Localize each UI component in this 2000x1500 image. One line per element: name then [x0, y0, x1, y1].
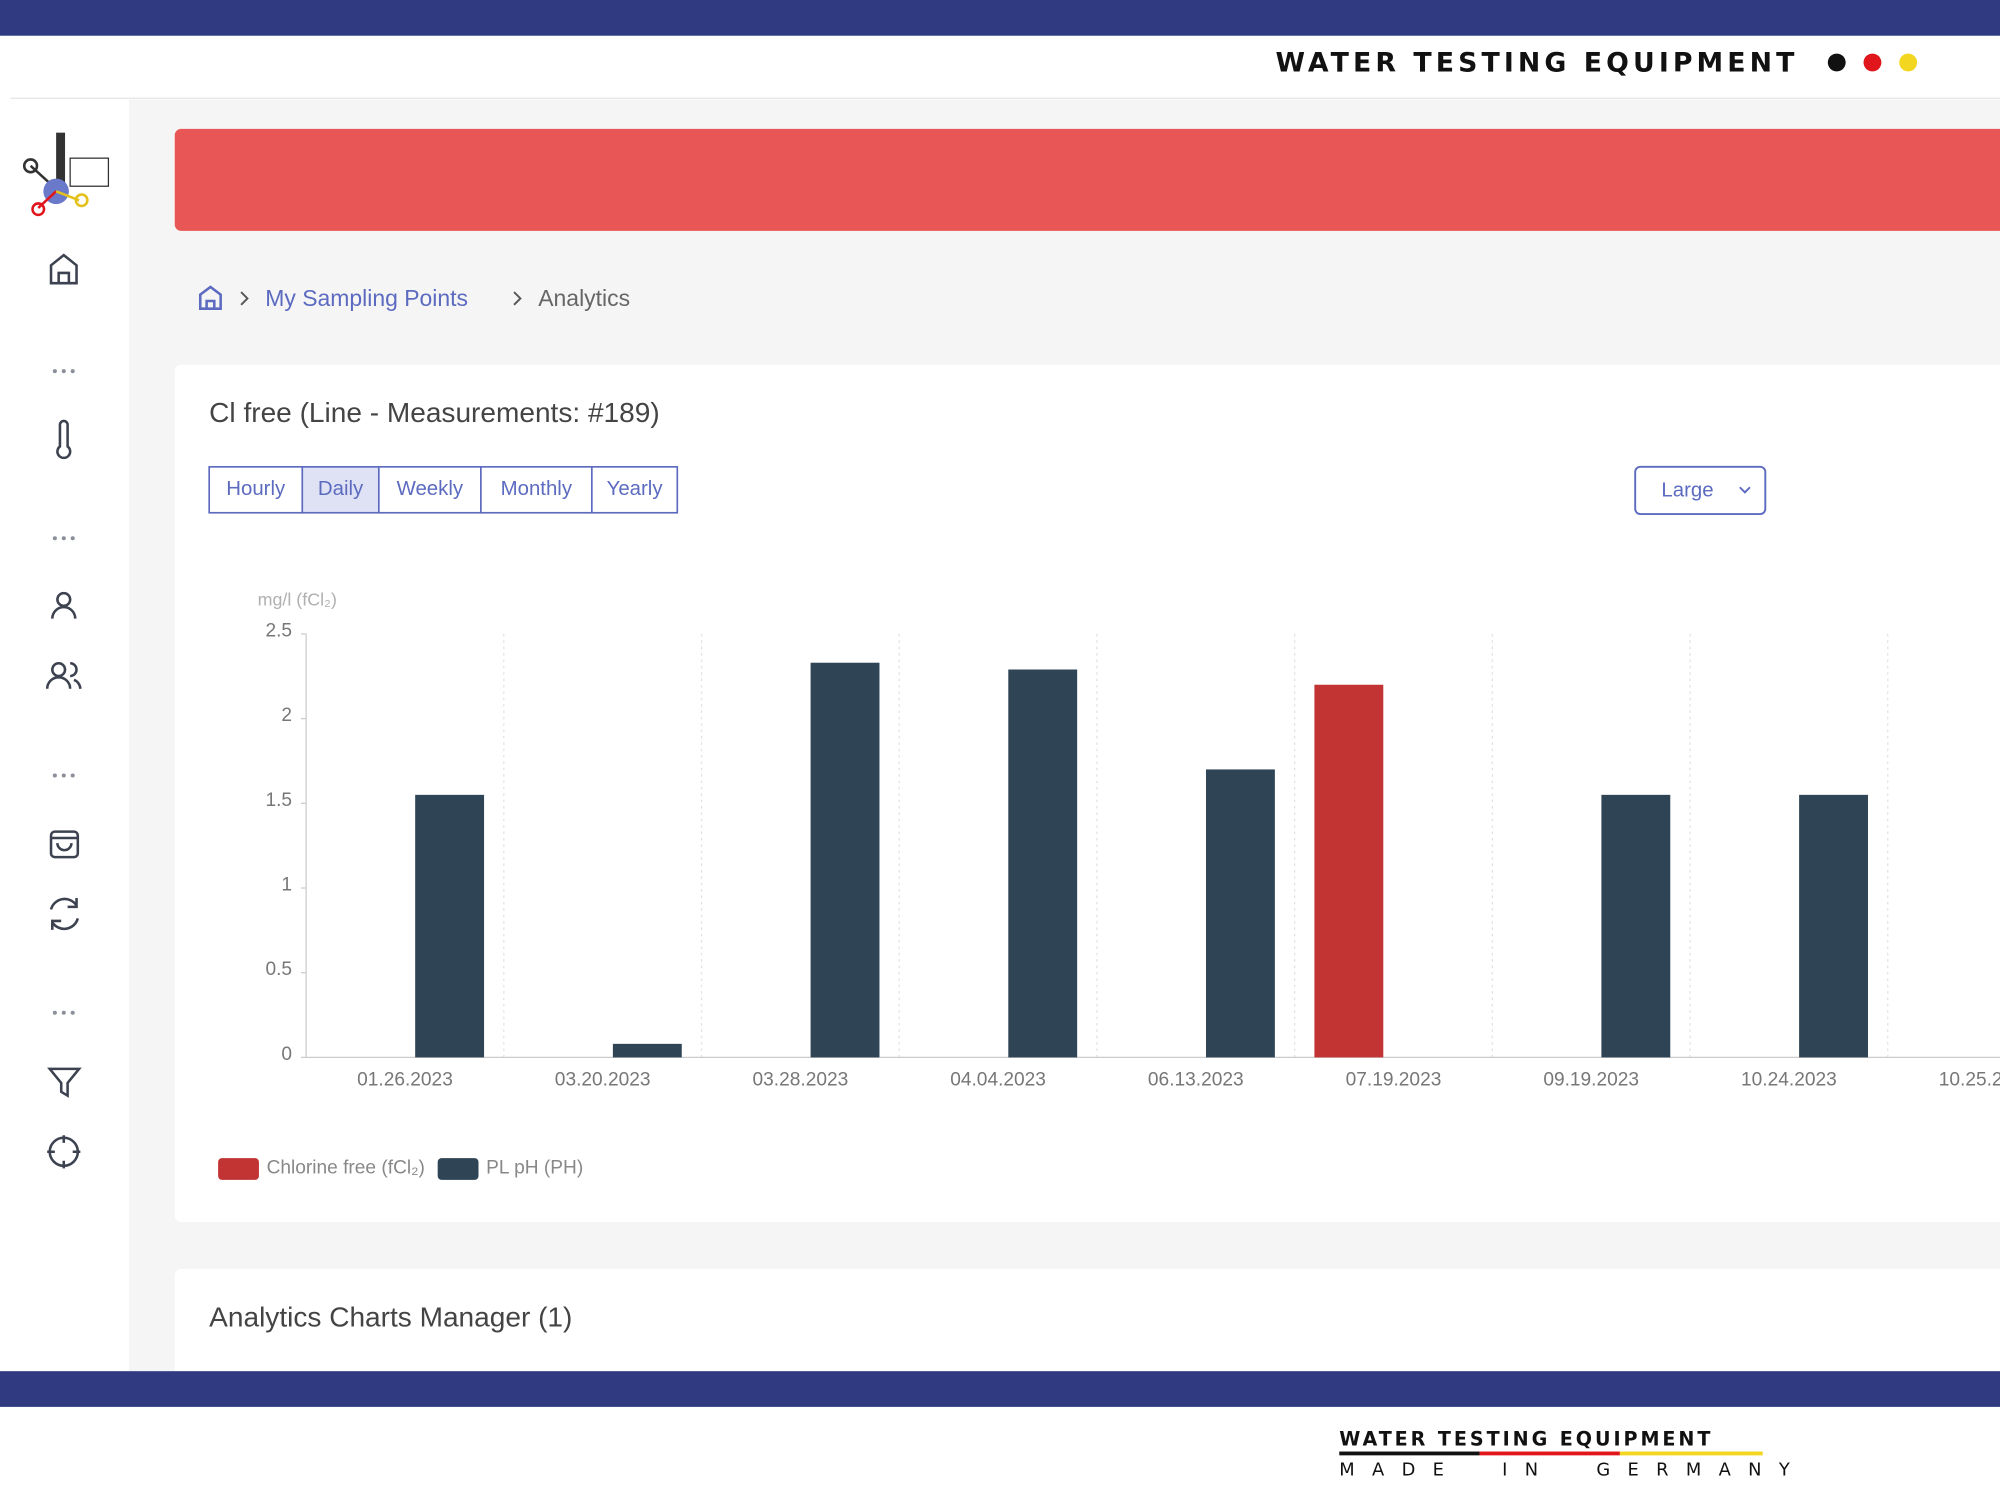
bottom-bar [0, 1371, 2000, 1407]
manager-card [174, 1269, 2000, 1384]
period-button[interactable] [208, 466, 304, 514]
flag-red [1479, 1451, 1620, 1456]
breadcrumb-current: Analytics [538, 285, 630, 311]
period-button[interactable] [377, 466, 482, 514]
size-select[interactable] [1634, 465, 1767, 515]
bar [1314, 684, 1384, 1058]
legend-label[interactable]: Chlorine free (fCl₂) [267, 1157, 425, 1178]
x-tick-label: 03.28.2023 [753, 1069, 849, 1090]
select-caret [1739, 486, 1751, 494]
icon-bag[interactable] [49, 830, 80, 859]
x-tick-label: 10.24.2023 [1741, 1069, 1837, 1090]
dot-black [1827, 53, 1846, 72]
y-axis-label: mg/l (fCl₂) [258, 589, 337, 609]
icon-home[interactable] [49, 253, 78, 285]
period-button[interactable] [301, 466, 380, 514]
bar [1008, 669, 1078, 1058]
icon-filter[interactable] [47, 1067, 82, 1098]
bar [1601, 794, 1671, 1058]
period-label[interactable]: Monthly [501, 478, 573, 500]
legend-label[interactable]: PL pH (PH) [486, 1157, 583, 1178]
x-tick-label: 03.20.2023 [555, 1069, 651, 1090]
icon-users[interactable] [45, 661, 82, 689]
breadcrumb-home[interactable] [198, 285, 222, 310]
size-select-label[interactable]: Large [1661, 479, 1713, 501]
chart-title: Cl free (Line - Measurements: #189) [209, 397, 660, 428]
x-tick-label: 10.25.2023 [1939, 1069, 2000, 1090]
legend-swatch[interactable] [437, 1158, 479, 1180]
y-tick-label: 2 [281, 705, 292, 726]
icon-refresh[interactable] [49, 897, 80, 931]
x-tick-label: 09.19.2023 [1543, 1069, 1639, 1090]
logo [22, 132, 110, 217]
bar [1799, 794, 1868, 1058]
icon-temperature[interactable] [56, 419, 72, 460]
period-label[interactable]: Daily [318, 478, 364, 500]
flag-yellow [1619, 1451, 1763, 1456]
x-tick-label: 06.13.2023 [1148, 1069, 1244, 1090]
y-tick-label: 1 [281, 875, 292, 896]
dot-yellow [1899, 53, 1918, 72]
flag-black [1339, 1451, 1480, 1456]
period-label[interactable]: Weekly [397, 478, 464, 500]
icon-target[interactable] [47, 1135, 81, 1169]
period-button[interactable] [591, 466, 679, 514]
bar [612, 1043, 682, 1058]
icon-user[interactable] [51, 591, 77, 619]
period-button[interactable] [480, 466, 593, 514]
breadcrumb-sep [240, 291, 249, 306]
y-tick-label: 0.5 [265, 959, 292, 980]
period-label[interactable]: Yearly [607, 478, 664, 500]
bar [1205, 769, 1275, 1058]
manager-title: Analytics Charts Manager (1) [209, 1301, 572, 1332]
dot-red [1863, 53, 1882, 72]
breadcrumb-sep [513, 291, 522, 306]
legend-swatch[interactable] [218, 1158, 259, 1180]
sidebar-icons[interactable] [45, 253, 82, 1169]
sidebar-dividers [52, 369, 75, 1015]
brand: WATER TESTING EQUIPMENT [1276, 47, 1799, 78]
top-bar [0, 0, 2000, 36]
y-tick-label: 2.5 [265, 620, 292, 641]
chart-card [174, 364, 2000, 1222]
period-label[interactable]: Hourly [226, 478, 286, 500]
breadcrumb-link[interactable]: My Sampling Points [265, 285, 468, 311]
chart: mg/l (fCl₂) 0 0.5 1 1.5 2 2.5 01.26.2023 03.20.2… [218, 589, 2000, 1180]
x-tick-label: 01.26.2023 [357, 1069, 453, 1090]
y-tick-label: 1.5 [265, 790, 292, 811]
footer-made: MADE IN GERMANY [1339, 1460, 1807, 1481]
footer-brand: WATER TESTING EQUIPMENT [1339, 1428, 1713, 1451]
y-tick-label: 0 [281, 1044, 292, 1065]
x-tick-label: 04.04.2023 [950, 1069, 1046, 1090]
bar [810, 662, 880, 1058]
bar [415, 794, 485, 1058]
x-tick-label: 07.19.2023 [1346, 1069, 1442, 1090]
alert-banner [174, 128, 2000, 231]
period-buttons: Hourly Daily Weekly Monthly Yearly [208, 466, 679, 514]
